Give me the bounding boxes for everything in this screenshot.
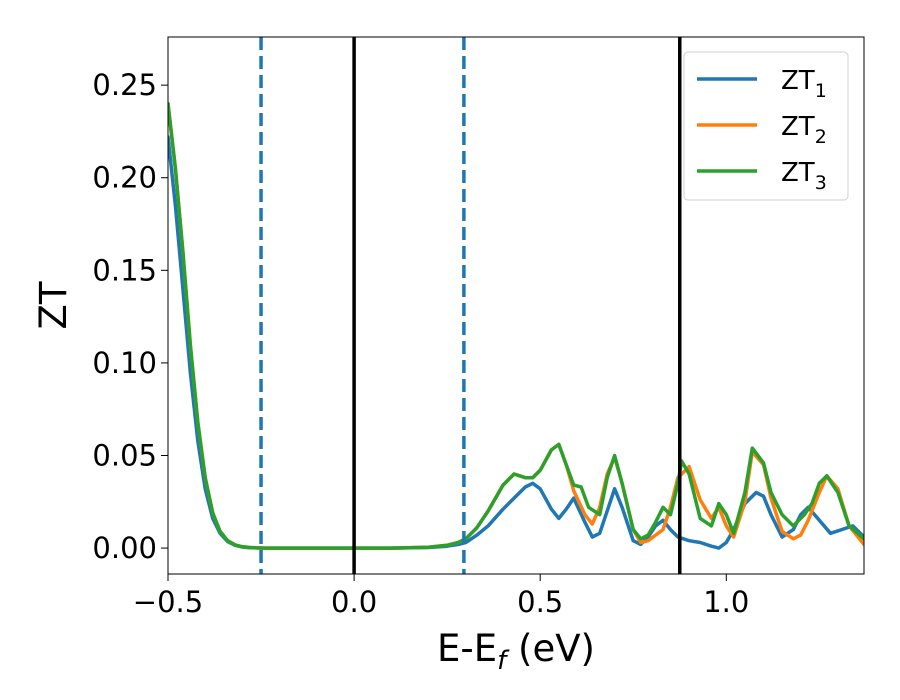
y-tick-label: 0.25 — [92, 68, 157, 102]
vertical-reference-lines — [259, 37, 682, 574]
axis-ticks: −0.5 0.0 0.5 1.0 0.00 0.05 0.10 0.15 0.20 0.25 — [92, 68, 749, 619]
legend-box — [683, 51, 849, 201]
series-layer — [168, 101, 864, 550]
y-tick-label: 0.20 — [92, 161, 157, 195]
y-tick-label: 0.05 — [92, 438, 157, 472]
legend-label-zt2: ZT2 — [781, 112, 827, 148]
y-tick-label: 0.00 — [92, 531, 157, 565]
x-tick-label: 1.0 — [703, 585, 749, 619]
legend-label-zt3: ZT3 — [781, 158, 827, 194]
plot-frame — [167, 36, 865, 575]
y-tick-label: 0.15 — [92, 253, 157, 287]
legend-label-zt1: ZT1 — [781, 66, 827, 102]
x-tick-label: −0.5 — [133, 585, 203, 619]
series-line-zt3 — [168, 101, 864, 550]
x-tick-label: 0.0 — [331, 585, 377, 619]
y-tick-label: 0.10 — [92, 346, 157, 380]
legend: ZT1 ZT2 ZT3 — [683, 51, 849, 201]
y-axis-label: ZT — [32, 281, 75, 329]
x-axis-label: E-Ef (eV) — [437, 627, 595, 676]
x-tick-label: 0.5 — [517, 585, 563, 619]
x-axis-label-unit: (eV) — [506, 627, 595, 670]
